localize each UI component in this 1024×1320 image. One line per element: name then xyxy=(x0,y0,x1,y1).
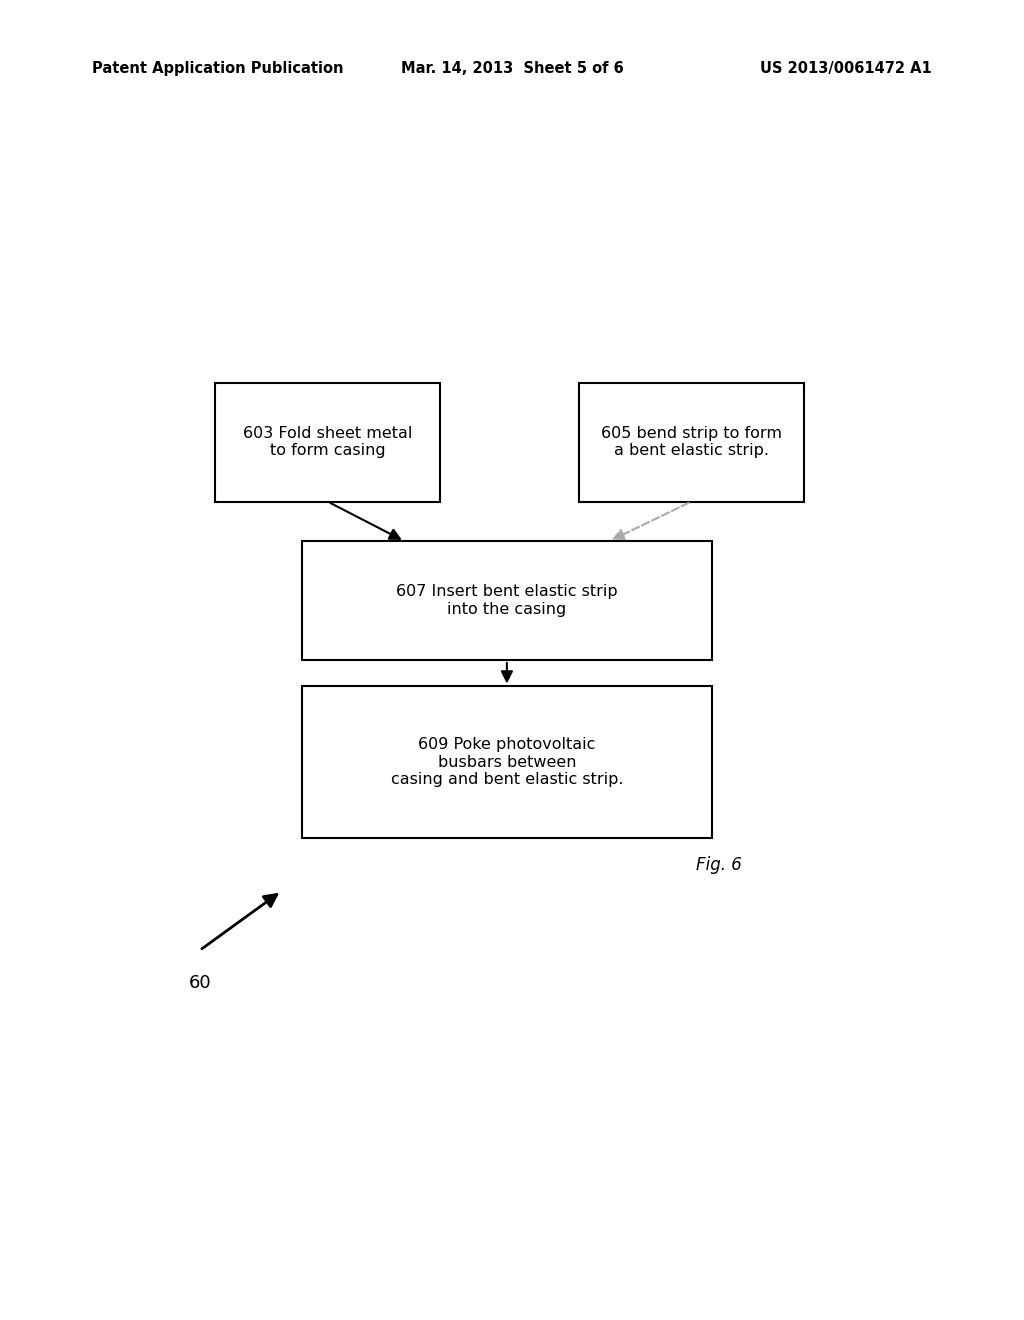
Text: Patent Application Publication: Patent Application Publication xyxy=(92,61,344,77)
Text: 607 Insert bent elastic strip
into the casing: 607 Insert bent elastic strip into the c… xyxy=(396,585,617,616)
FancyBboxPatch shape xyxy=(302,686,712,838)
FancyBboxPatch shape xyxy=(579,383,804,502)
Text: Mar. 14, 2013  Sheet 5 of 6: Mar. 14, 2013 Sheet 5 of 6 xyxy=(400,61,624,77)
Text: 60: 60 xyxy=(188,974,211,993)
FancyBboxPatch shape xyxy=(302,541,712,660)
Text: Fig. 6: Fig. 6 xyxy=(696,855,742,874)
Text: US 2013/0061472 A1: US 2013/0061472 A1 xyxy=(760,61,932,77)
Text: 609 Poke photovoltaic
busbars between
casing and bent elastic strip.: 609 Poke photovoltaic busbars between ca… xyxy=(390,738,624,787)
Text: 605 bend strip to form
a bent elastic strip.: 605 bend strip to form a bent elastic st… xyxy=(601,426,781,458)
FancyBboxPatch shape xyxy=(215,383,440,502)
Text: 603 Fold sheet metal
to form casing: 603 Fold sheet metal to form casing xyxy=(243,426,413,458)
